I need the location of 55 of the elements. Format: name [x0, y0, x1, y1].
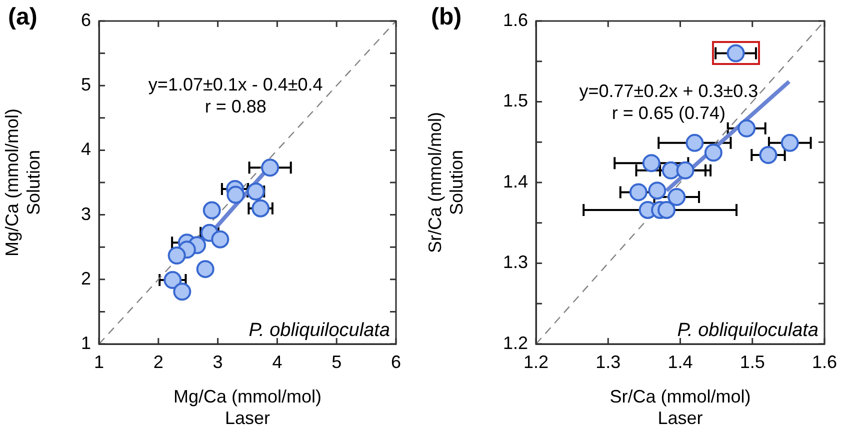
x-tick-label: 3: [212, 352, 223, 372]
point: [196, 260, 214, 278]
x-tick-label: 1.2: [523, 352, 549, 372]
point: [164, 271, 182, 290]
x-axis-title: Sr/Ca (mmol/mol) Laser: [610, 386, 751, 428]
x-tick-label: 1.4: [668, 352, 693, 372]
point: [759, 146, 778, 164]
chart-title: (b): [431, 4, 462, 31]
y-tick-label: 1.2: [502, 332, 528, 353]
x-tick-label: 2: [153, 352, 164, 372]
x-tick-label: 4: [272, 352, 282, 372]
point: [668, 188, 686, 206]
y-tick-label: 1.6: [502, 10, 528, 30]
point: [629, 183, 648, 202]
point: [202, 201, 221, 220]
point: [738, 119, 756, 138]
x-tick-label: 5: [332, 352, 342, 372]
y-axis-title: Mg/Ca (mmol/mol) Solution: [2, 108, 44, 257]
point: [780, 134, 799, 152]
y-tick-label: 6: [80, 10, 91, 30]
point: [686, 134, 704, 152]
x-tick-label: 1: [94, 352, 104, 372]
y-tick-label: 5: [80, 74, 91, 95]
point: [676, 161, 694, 180]
point: [168, 246, 186, 264]
y-axis-title: Sr/Ca (mmol/mol) Solution: [424, 112, 466, 254]
x-tick-label: 1.3: [596, 352, 621, 372]
annotation: P. obliquiloculata: [248, 320, 390, 341]
y-tick-label: 1.3: [502, 252, 528, 272]
point: [658, 200, 676, 219]
x-axis-title: Mg/Ca (mmol/mol) Laser: [173, 386, 322, 428]
y-tick-label: 1.4: [502, 171, 528, 192]
point: [648, 182, 666, 200]
annotation: y=1.07±0.1x - 0.4±0.4: [148, 74, 323, 95]
y-tick-label: 4: [80, 139, 91, 160]
annotation: y=0.77±0.2x + 0.3±0.3: [579, 81, 758, 102]
point: [704, 144, 722, 162]
x-tick-label: 1.6: [812, 352, 838, 372]
point: [642, 154, 660, 172]
point: [252, 199, 270, 218]
y-tick-label: 2: [80, 268, 91, 288]
x-tick-label: 1.5: [740, 352, 765, 372]
y-tick-label: 1: [80, 332, 91, 353]
point: [173, 282, 192, 301]
y-tick-label: 1.5: [502, 90, 528, 111]
annotation: P. obliquiloculata: [677, 320, 818, 341]
chart-title: (a): [8, 4, 38, 31]
point: [226, 186, 245, 204]
y-tick-label: 3: [80, 204, 91, 224]
point: [261, 158, 280, 177]
annotation: r = 0.65 (0.74): [612, 103, 726, 124]
x-tick-label: 6: [390, 352, 402, 372]
annotation: r = 0.88: [204, 96, 266, 117]
point: [662, 161, 680, 180]
point: [211, 230, 230, 248]
